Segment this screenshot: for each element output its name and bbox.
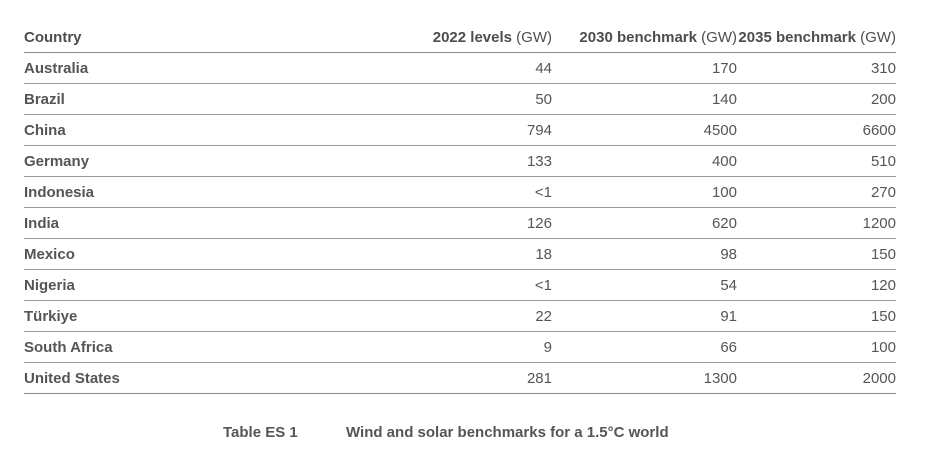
value-2035-cell: 270 — [737, 176, 896, 208]
country-cell: Nigeria — [24, 269, 364, 301]
header-2030-benchmark: 2030 benchmark (GW) — [552, 22, 737, 53]
country-cell: China — [24, 114, 364, 146]
header-2022-label: 2022 levels — [432, 28, 512, 46]
value-2030-cell: 91 — [552, 300, 737, 332]
value-2022-cell: 18 — [364, 238, 552, 270]
country-cell: India — [24, 207, 364, 239]
value-2030-cell: 98 — [552, 238, 737, 270]
value-2022-cell: 794 — [364, 114, 552, 146]
value-2035-cell: 310 — [737, 52, 896, 84]
country-cell: Australia — [24, 52, 364, 84]
country-cell: Germany — [24, 145, 364, 177]
caption-text: Wind and solar benchmarks for a 1.5°C wo… — [346, 424, 669, 441]
value-2030-cell: 54 — [552, 269, 737, 301]
value-2035-cell: 100 — [737, 331, 896, 363]
value-2035-cell: 1200 — [737, 207, 896, 239]
table-row: United States 281 1300 2000 — [24, 362, 896, 394]
table-row: Nigeria <1 54 120 — [24, 269, 896, 301]
header-2022-unit: (GW) — [516, 28, 552, 46]
table-row: South Africa 9 66 100 — [24, 331, 896, 363]
country-cell: Türkiye — [24, 300, 364, 332]
value-2022-cell: 133 — [364, 145, 552, 177]
value-2030-cell: 66 — [552, 331, 737, 363]
value-2035-cell: 200 — [737, 83, 896, 115]
value-2030-cell: 100 — [552, 176, 737, 208]
country-cell: Brazil — [24, 83, 364, 115]
table-row: Brazil 50 140 200 — [24, 83, 896, 115]
value-2030-cell: 170 — [552, 52, 737, 84]
value-2035-cell: 150 — [737, 300, 896, 332]
table-row: Indonesia <1 100 270 — [24, 176, 896, 208]
header-2030-unit: (GW) — [701, 28, 737, 46]
caption-label: Table ES 1 — [223, 424, 298, 441]
value-2022-cell: <1 — [364, 269, 552, 301]
value-2030-cell: 4500 — [552, 114, 737, 146]
value-2035-cell: 2000 — [737, 362, 896, 394]
country-cell: United States — [24, 362, 364, 394]
header-2022-levels: 2022 levels (GW) — [364, 22, 552, 53]
table-caption: Table ES 1 Wind and solar benchmarks for … — [223, 424, 669, 441]
country-cell: South Africa — [24, 331, 364, 363]
benchmark-table-container: Country 2022 levels (GW) 2030 benchmark … — [24, 22, 896, 394]
value-2030-cell: 400 — [552, 145, 737, 177]
value-2022-cell: 44 — [364, 52, 552, 84]
table-row: Australia 44 170 310 — [24, 52, 896, 84]
table-header-row: Country 2022 levels (GW) 2030 benchmark … — [24, 22, 896, 53]
header-2030-label: 2030 benchmark — [579, 28, 697, 46]
table-row: China 794 4500 6600 — [24, 114, 896, 146]
value-2035-cell: 510 — [737, 145, 896, 177]
country-cell: Mexico — [24, 238, 364, 270]
value-2022-cell: 281 — [364, 362, 552, 394]
value-2035-cell: 6600 — [737, 114, 896, 146]
header-country: Country — [24, 22, 364, 53]
value-2022-cell: 22 — [364, 300, 552, 332]
header-2035-label: 2035 benchmark — [738, 28, 856, 46]
value-2035-cell: 120 — [737, 269, 896, 301]
value-2022-cell: 9 — [364, 331, 552, 363]
value-2030-cell: 140 — [552, 83, 737, 115]
table-row: Mexico 18 98 150 — [24, 238, 896, 270]
value-2030-cell: 620 — [552, 207, 737, 239]
value-2035-cell: 150 — [737, 238, 896, 270]
value-2022-cell: <1 — [364, 176, 552, 208]
header-2035-unit: (GW) — [860, 28, 896, 46]
value-2022-cell: 126 — [364, 207, 552, 239]
header-2035-benchmark: 2035 benchmark (GW) — [737, 22, 896, 53]
value-2030-cell: 1300 — [552, 362, 737, 394]
value-2022-cell: 50 — [364, 83, 552, 115]
table-row: India 126 620 1200 — [24, 207, 896, 239]
table-row: Germany 133 400 510 — [24, 145, 896, 177]
table-row: Türkiye 22 91 150 — [24, 300, 896, 332]
benchmark-table: Country 2022 levels (GW) 2030 benchmark … — [24, 22, 896, 394]
country-cell: Indonesia — [24, 176, 364, 208]
